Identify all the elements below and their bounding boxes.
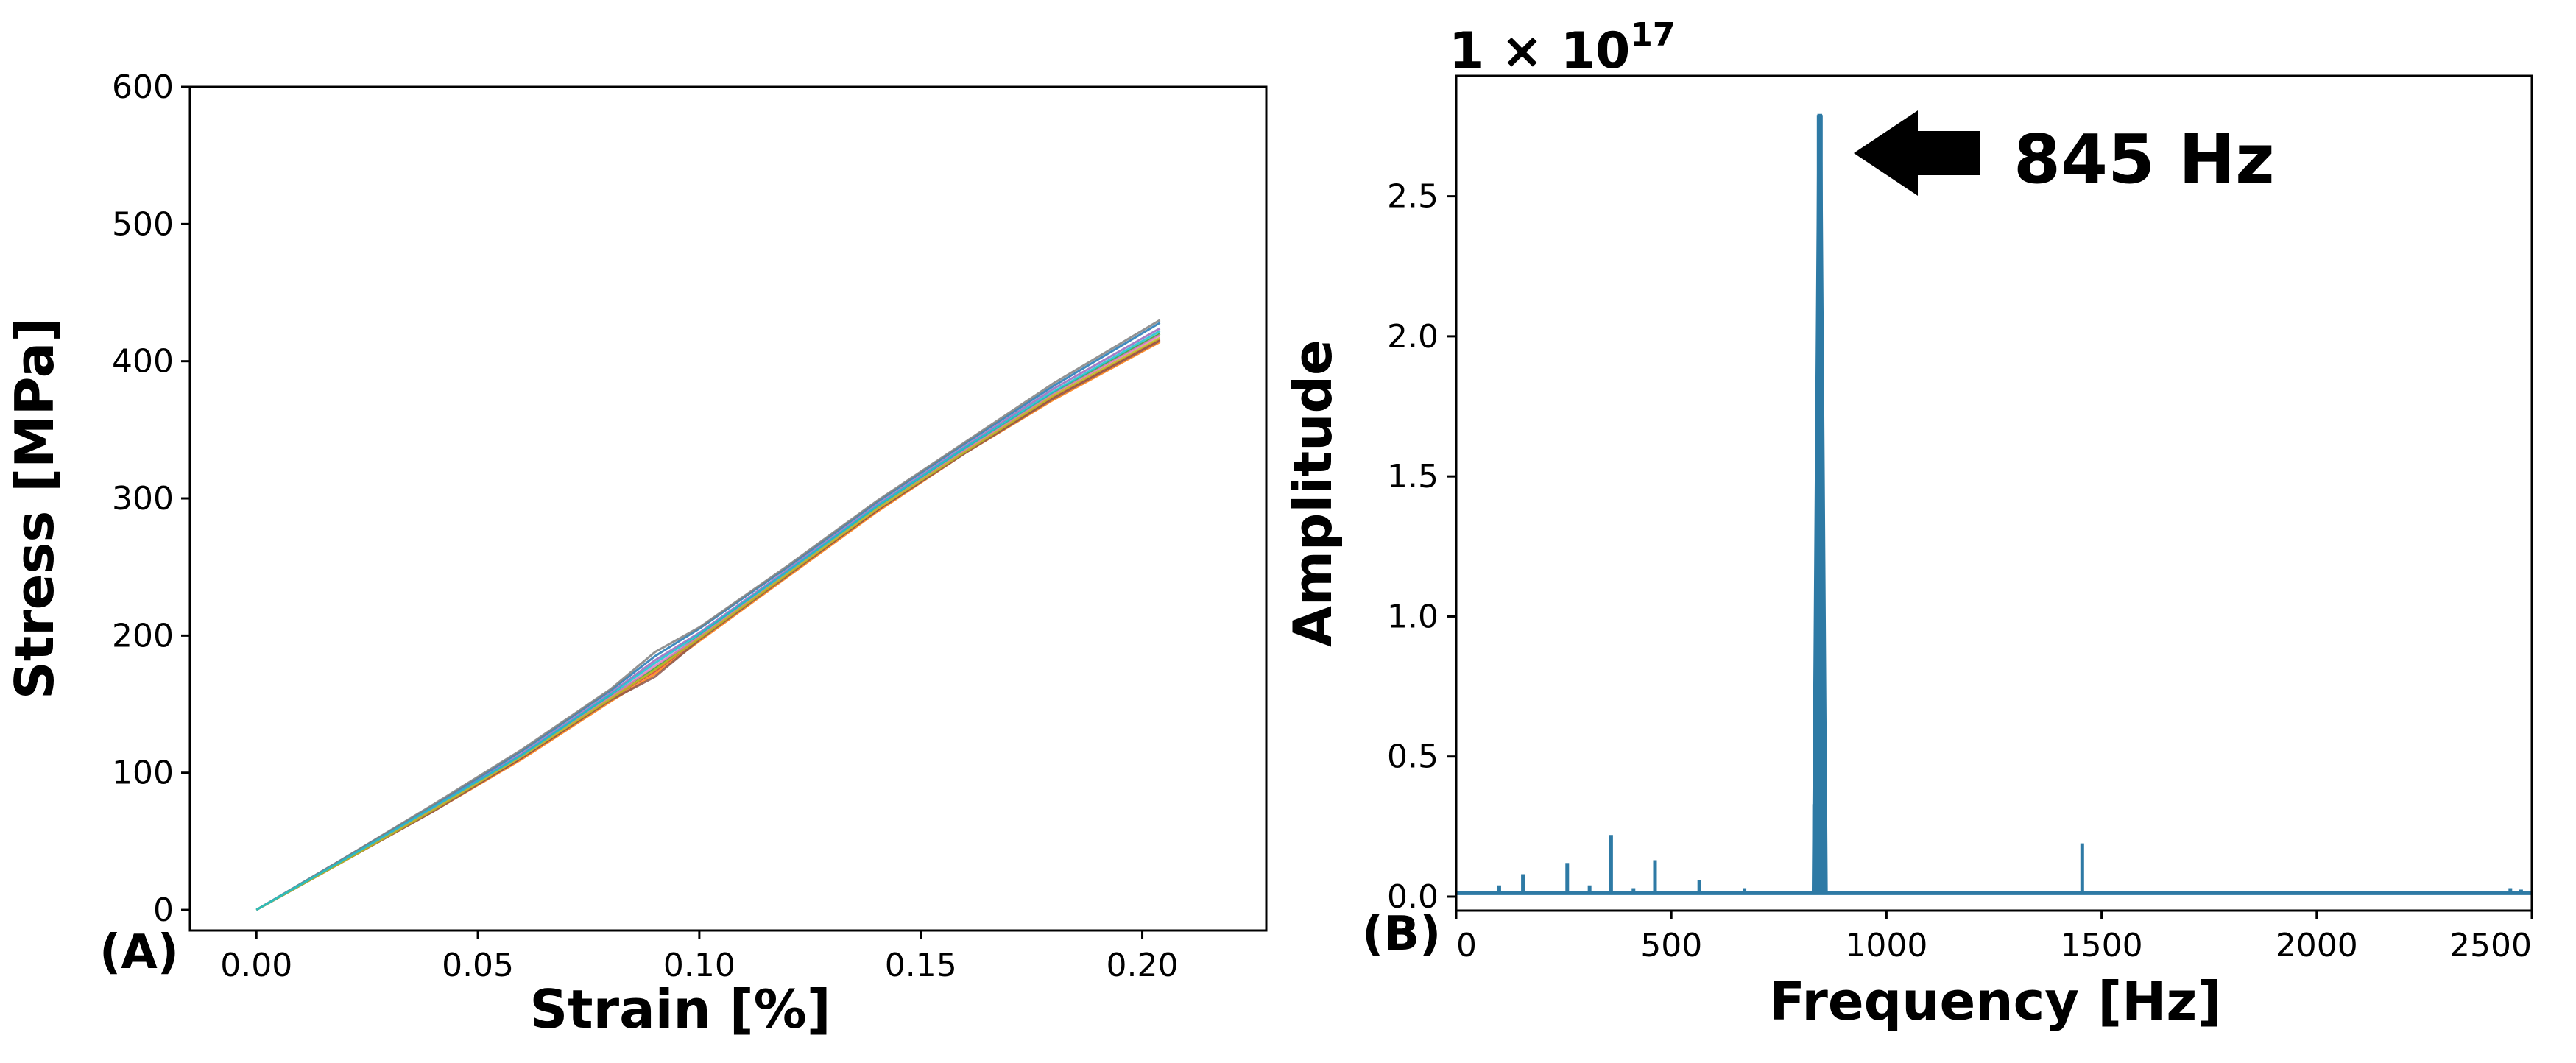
chart-b-x-axis: 0 500 1000 1500 2000 2500 bbox=[1455, 911, 2533, 964]
chart-b-multiplier: 1 × 1017 bbox=[1449, 16, 1676, 80]
chart-a: 0 100 200 300 400 500 600 0.00 0.05 0.10 0.15 0.20… bbox=[4, 68, 1268, 1040]
chart-b-ylabel: Amplitude bbox=[1282, 339, 1344, 647]
chart-a-xtick-label: 0.05 bbox=[442, 947, 514, 984]
chart-b-xlabel: Frequency [Hz] bbox=[1769, 970, 2221, 1032]
chart-a-y-axis: 0 100 200 300 400 500 600 bbox=[112, 68, 190, 929]
chart-a-series-line-8 bbox=[255, 319, 1161, 911]
chart-a-series-group bbox=[255, 319, 1161, 911]
chart-b-panel-label: (B) bbox=[1362, 907, 1441, 961]
chart-a-series-line-9 bbox=[255, 336, 1161, 911]
chart-a-xtick-label: 0.20 bbox=[1107, 947, 1179, 984]
chart-a-xtick-label: 0.00 bbox=[220, 947, 292, 984]
chart-b-xtick-label: 1500 bbox=[2061, 927, 2143, 964]
chart-a-ytick-label: 600 bbox=[112, 68, 174, 106]
chart-a-ytick-label: 0 bbox=[153, 891, 174, 929]
chart-a-ytick-label: 200 bbox=[112, 617, 174, 654]
chart-a-ytick-label: 400 bbox=[112, 343, 174, 381]
chart-a-ytick-label: 500 bbox=[112, 205, 174, 243]
chart-a-xtick-label: 0.10 bbox=[663, 947, 735, 984]
chart-b-ytick-label: 0.5 bbox=[1387, 738, 1439, 776]
chart-b-xtick-label: 2000 bbox=[2276, 927, 2358, 964]
chart-a-panel-label: (A) bbox=[99, 925, 179, 980]
chart-a-series-line-10 bbox=[255, 330, 1161, 911]
chart-a-plot-frame bbox=[188, 85, 1268, 932]
chart-a-xlabel: Strain [%] bbox=[529, 978, 830, 1040]
chart-b-series-group bbox=[1456, 113, 2532, 895]
chart-b-ytick-label: 1.5 bbox=[1387, 458, 1439, 495]
chart-b: 0.00.51.01.52.02.5 0 500 1000 1500 2000 2500 … bbox=[1282, 16, 2533, 1032]
chart-a-xtick-label: 0.15 bbox=[885, 947, 957, 984]
chart-b-xtick-label: 500 bbox=[1640, 927, 1702, 964]
chart-b-xtick-label: 0 bbox=[1456, 927, 1477, 964]
chart-b-arrow bbox=[1854, 110, 1980, 196]
chart-a-ytick-label: 300 bbox=[112, 480, 174, 518]
chart-a-x-axis: 0.00 0.05 0.10 0.15 0.20 bbox=[220, 930, 1179, 984]
chart-b-ytick-label: 2.0 bbox=[1387, 318, 1439, 356]
chart-a-ylabel: Stress [MPa] bbox=[4, 318, 66, 699]
chart-b-y-axis: 0.0 0.5 1.0 1.5 2.0 2.5 bbox=[1387, 178, 1456, 916]
chart-b-xtick-label: 2500 bbox=[2449, 927, 2532, 964]
chart-b-plot-frame bbox=[1455, 74, 2533, 912]
chart-a-ytick-label: 100 bbox=[112, 755, 174, 792]
chart-b-ytick-label: 0.0 bbox=[1387, 878, 1439, 916]
chart-b-annotation: 845 Hz bbox=[2014, 120, 2275, 199]
chart-b-xtick-label: 1000 bbox=[1845, 927, 1927, 964]
chart-b-ytick-label: 2.5 bbox=[1387, 178, 1439, 216]
chart-b-ytick-label: 1.0 bbox=[1387, 598, 1439, 635]
